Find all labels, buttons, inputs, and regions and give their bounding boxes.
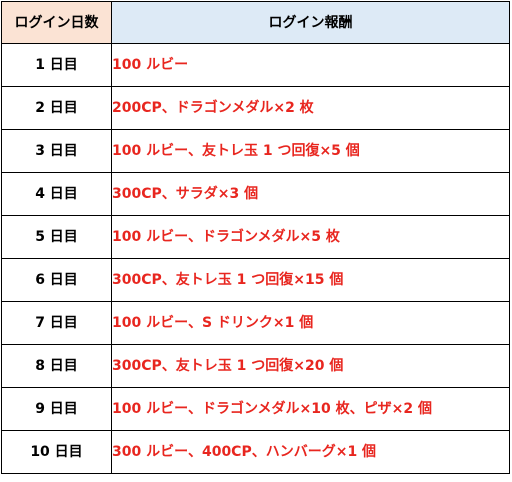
reward-cell: 100 ルビー	[111, 43, 510, 87]
day-cell: 9 日目	[1, 387, 112, 431]
day-cell: 1 日目	[1, 43, 112, 87]
table-row: 5 日目 100 ルビー、ドラゴンメダル×5 枚	[1, 215, 510, 259]
reward-cell: 200CP、ドラゴンメダル×2 枚	[111, 86, 510, 130]
header-login-reward: ログイン報酬	[111, 1, 510, 44]
reward-cell: 300 ルビー、400CP、ハンバーグ×1 個	[111, 430, 510, 474]
table-row: 10 日目 300 ルビー、400CP、ハンバーグ×1 個	[1, 430, 510, 474]
day-cell: 6 日目	[1, 258, 112, 302]
table-row: 8 日目 300CP、友トレ玉 1 つ回復×20 個	[1, 344, 510, 388]
day-cell: 7 日目	[1, 301, 112, 345]
table-row: 3 日目 100 ルビー、友トレ玉 1 つ回復×5 個	[1, 129, 510, 173]
table-row: 4 日目 300CP、サラダ×3 個	[1, 172, 510, 216]
header-row: ログイン日数 ログイン報酬	[1, 1, 510, 44]
header-login-days: ログイン日数	[1, 1, 112, 44]
table-row: 1 日目 100 ルビー	[1, 43, 510, 87]
login-reward-table: ログイン日数 ログイン報酬 1 日目 100 ルビー 2 日目 200CP、ドラ…	[1, 1, 510, 474]
table-row: 6 日目 300CP、友トレ玉 1 つ回復×15 個	[1, 258, 510, 302]
reward-cell: 100 ルビー、ドラゴンメダル×10 枚、ピザ×2 個	[111, 387, 510, 431]
table-row: 2 日目 200CP、ドラゴンメダル×2 枚	[1, 86, 510, 130]
day-cell: 2 日目	[1, 86, 112, 130]
reward-cell: 300CP、友トレ玉 1 つ回復×15 個	[111, 258, 510, 302]
day-cell: 10 日目	[1, 430, 112, 474]
day-cell: 4 日目	[1, 172, 112, 216]
reward-cell: 100 ルビー、友トレ玉 1 つ回復×5 個	[111, 129, 510, 173]
table-row: 9 日目 100 ルビー、ドラゴンメダル×10 枚、ピザ×2 個	[1, 387, 510, 431]
reward-cell: 300CP、友トレ玉 1 つ回復×20 個	[111, 344, 510, 388]
day-cell: 5 日目	[1, 215, 112, 259]
reward-cell: 300CP、サラダ×3 個	[111, 172, 510, 216]
reward-cell: 100 ルビー、ドラゴンメダル×5 枚	[111, 215, 510, 259]
reward-cell: 100 ルビー、S ドリンク×1 個	[111, 301, 510, 345]
day-cell: 3 日目	[1, 129, 112, 173]
table-row: 7 日目 100 ルビー、S ドリンク×1 個	[1, 301, 510, 345]
day-cell: 8 日目	[1, 344, 112, 388]
